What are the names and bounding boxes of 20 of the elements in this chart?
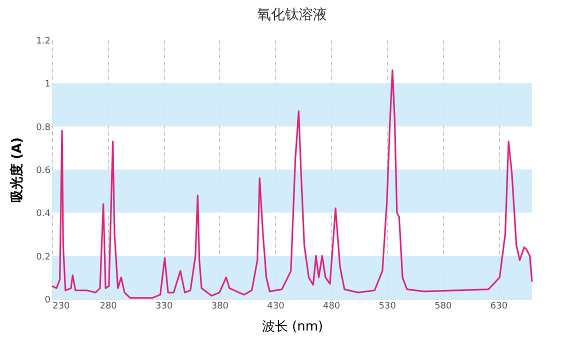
- x-tick-label: 580: [434, 302, 452, 312]
- x-tick-label: 530: [378, 302, 396, 312]
- x-tick-label: 430: [267, 302, 285, 312]
- x-tick-label: 380: [211, 302, 229, 312]
- x-axis-title: 波长 (nm): [262, 320, 324, 334]
- x-tick-label: 280: [100, 302, 118, 312]
- chart-title: 氧化钛溶液: [257, 7, 327, 23]
- y-tick-label: 0.8: [36, 122, 51, 133]
- y-tick-label: 0.4: [36, 209, 51, 220]
- x-tick-label: 630: [490, 302, 508, 312]
- y-tick-label: 0.2: [36, 252, 50, 262]
- y-tick-label: 1: [44, 80, 50, 90]
- y-axis-title: 吸光度 (A): [9, 137, 26, 203]
- y-tick-label: 1.2: [36, 36, 50, 46]
- x-tick-label: 480: [322, 302, 340, 312]
- line-series: [51, 69, 533, 299]
- y-tick-label: 0.6: [36, 166, 51, 176]
- x-tick-label: 330: [156, 302, 173, 312]
- x-tick-label: 230: [52, 302, 70, 312]
- y-tick-label: 0: [44, 296, 51, 306]
